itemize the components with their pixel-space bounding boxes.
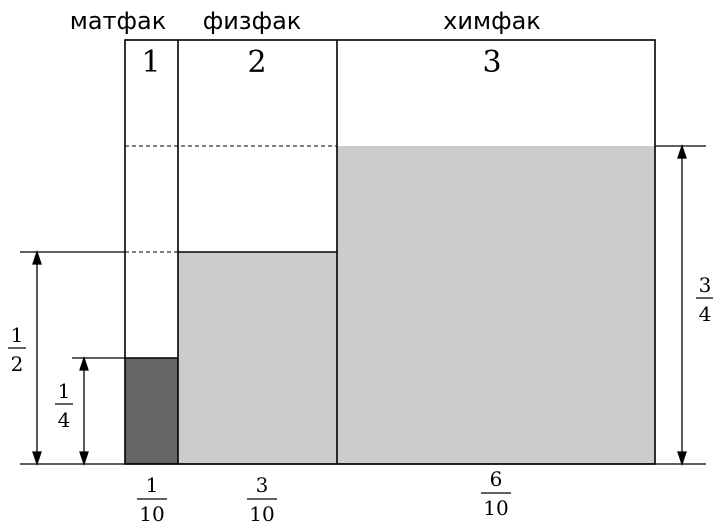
dimension-arrow-quarter (79, 355, 89, 467)
width-fraction-1-denominator: 10 (139, 502, 164, 526)
height-fraction-half: 1 2 (8, 323, 26, 376)
column-number-1: 1 (141, 45, 160, 80)
faculty-name-3: химфак (443, 7, 541, 35)
dimension-arrow-three-quarters (677, 143, 687, 467)
dimension-arrow-half (32, 249, 42, 467)
faculty-name-2: физфак (203, 7, 302, 35)
height-fraction-quarter: 1 4 (55, 379, 73, 432)
shaded-area-2 (178, 252, 337, 464)
height-fraction-three-quarters-numerator: 3 (699, 273, 712, 297)
width-fraction-1-numerator: 1 (146, 473, 159, 497)
width-fraction-3-denominator: 10 (483, 496, 508, 520)
width-fraction-1: 1 10 (137, 473, 167, 526)
height-fraction-three-quarters: 3 4 (696, 273, 713, 326)
width-fraction-3: 6 10 (481, 467, 511, 520)
width-fraction-2: 3 10 (247, 473, 277, 526)
width-fraction-2-denominator: 10 (249, 502, 274, 526)
shaded-area-1 (125, 358, 178, 464)
column-number-2: 2 (247, 45, 266, 80)
height-fraction-half-denominator: 2 (11, 352, 24, 376)
faculty-name-1: матфак (70, 7, 167, 35)
height-fraction-quarter-denominator: 4 (58, 408, 71, 432)
width-fraction-2-numerator: 3 (256, 473, 269, 497)
height-fraction-half-numerator: 1 (11, 323, 24, 347)
width-fraction-3-numerator: 6 (490, 467, 503, 491)
column-number-3: 3 (482, 45, 501, 80)
height-fraction-quarter-numerator: 1 (58, 379, 71, 403)
shaded-area-3 (337, 146, 655, 464)
height-fraction-three-quarters-denominator: 4 (699, 302, 712, 326)
